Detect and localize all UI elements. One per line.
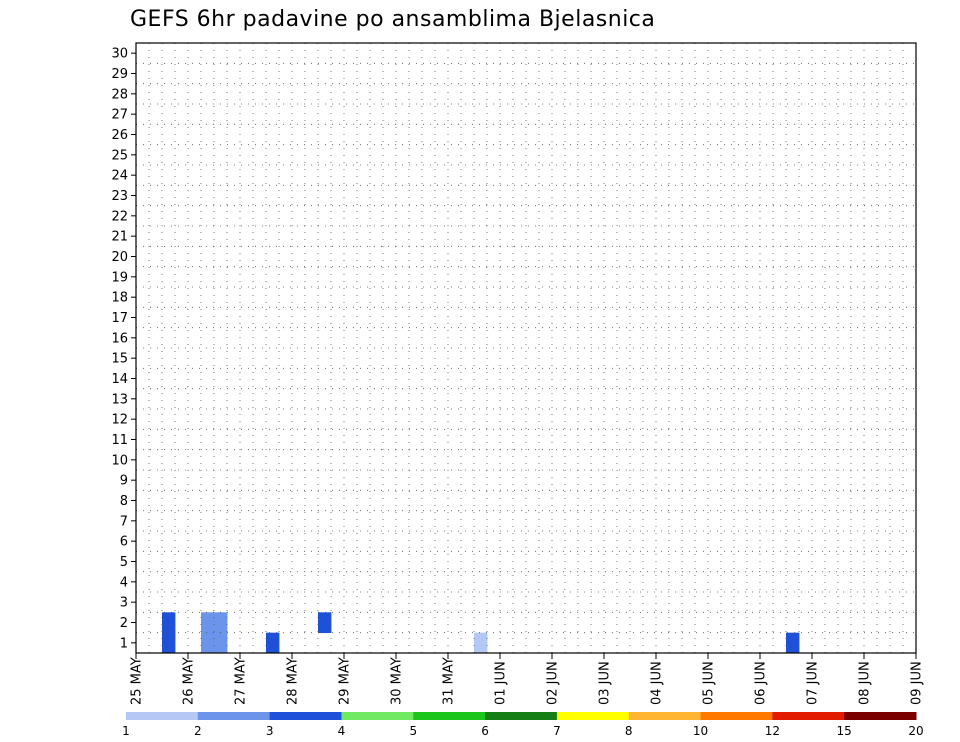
y-tick-label: 1 xyxy=(120,636,128,651)
x-tick-label: 25 MAY xyxy=(130,657,145,705)
y-axis: 1234567891011121314151617181920212223242… xyxy=(111,47,136,651)
heatmap-cell xyxy=(162,632,176,654)
x-tick-label: 02 JUN xyxy=(546,661,561,705)
colorbar-swatch xyxy=(413,712,486,720)
x-tick-label: 07 JUN xyxy=(806,661,821,705)
y-tick-label: 5 xyxy=(120,555,128,570)
heatmap-cell xyxy=(214,612,228,634)
heatmap-cell xyxy=(786,632,800,654)
y-tick-label: 9 xyxy=(120,474,128,489)
colorbar-label: 2 xyxy=(194,724,202,738)
heatmap-cell xyxy=(266,632,280,654)
y-tick-label: 16 xyxy=(111,331,128,346)
y-tick-label: 27 xyxy=(111,108,128,123)
y-tick-label: 8 xyxy=(120,494,128,509)
y-tick-label: 19 xyxy=(111,270,128,285)
y-tick-label: 4 xyxy=(120,575,128,590)
y-tick-label: 15 xyxy=(111,352,128,367)
x-tick-label: 27 MAY xyxy=(234,657,249,705)
x-tick-label: 28 MAY xyxy=(286,657,301,705)
colorbar-swatch xyxy=(844,712,917,720)
y-tick-label: 10 xyxy=(111,453,128,468)
y-tick-label: 25 xyxy=(111,148,128,163)
y-tick-label: 18 xyxy=(111,291,128,306)
grid-lines xyxy=(136,43,916,653)
colorbar-swatch xyxy=(197,712,271,720)
heatmap-cells xyxy=(162,612,800,654)
y-tick-label: 22 xyxy=(111,209,128,224)
x-tick-label: 01 JUN xyxy=(494,661,509,705)
heatmap-cell xyxy=(201,632,215,654)
x-tick-label: 05 JUN xyxy=(702,661,717,705)
x-tick-label: 26 MAY xyxy=(182,657,197,705)
colorbar-swatch xyxy=(485,712,558,720)
x-tick-label: 31 MAY xyxy=(442,657,457,705)
plot-frame xyxy=(135,42,917,654)
heatmap-cell xyxy=(214,632,228,654)
y-tick-label: 6 xyxy=(120,535,128,550)
colorbar-swatch xyxy=(269,712,342,720)
y-tick-label: 11 xyxy=(111,433,128,448)
x-tick-label: 03 JUN xyxy=(598,661,613,705)
colorbar-swatch xyxy=(556,712,630,720)
x-tick-label: 30 MAY xyxy=(390,657,405,705)
colorbar: 1 2 3 4 5 6 7 8 10 12 15 20 xyxy=(122,712,924,738)
colorbar-label: 12 xyxy=(765,724,780,738)
colorbar-label: 6 xyxy=(481,724,489,738)
y-tick-label: 23 xyxy=(111,189,128,204)
colorbar-label: 15 xyxy=(837,724,852,738)
colorbar-swatch xyxy=(341,712,414,720)
y-tick-label: 20 xyxy=(111,250,128,265)
heatmap-cell xyxy=(474,632,488,654)
x-tick-label: 09 JUN xyxy=(910,661,925,705)
x-tick-label: 29 MAY xyxy=(338,657,353,705)
x-tick-label: 04 JUN xyxy=(650,661,665,705)
y-tick-label: 29 xyxy=(111,67,128,82)
colorbar-swatch xyxy=(628,712,702,720)
colorbar-label: 3 xyxy=(266,724,274,738)
colorbar-swatch xyxy=(772,712,845,720)
colorbar-label: 1 xyxy=(122,724,130,738)
y-tick-label: 24 xyxy=(111,169,128,184)
colorbar-label: 5 xyxy=(409,724,417,738)
y-tick-label: 7 xyxy=(120,514,128,529)
colorbar-label: 20 xyxy=(908,724,923,738)
colorbar-label: 8 xyxy=(625,724,633,738)
y-tick-label: 30 xyxy=(111,47,128,62)
colorbar-label: 4 xyxy=(338,724,346,738)
colorbar-swatch xyxy=(700,712,773,720)
y-tick-label: 17 xyxy=(111,311,128,326)
colorbar-label: 10 xyxy=(693,724,708,738)
heatmap-cell xyxy=(201,612,215,634)
x-tick-label: 08 JUN xyxy=(858,661,873,705)
heatmap-cell xyxy=(318,612,332,634)
y-tick-label: 28 xyxy=(111,87,128,102)
colorbar-swatch xyxy=(126,712,199,720)
chart-title: GEFS 6hr padavine po ansamblima Bjelasni… xyxy=(130,7,655,32)
colorbar-label: 7 xyxy=(553,724,561,738)
y-tick-label: 14 xyxy=(111,372,128,387)
x-axis: 25 MAY 26 MAY 27 MAY 28 MAY 29 MAY 30 MAY 31 M… xyxy=(130,653,925,705)
x-tick-label: 06 JUN xyxy=(754,661,769,705)
y-tick-label: 2 xyxy=(120,616,128,631)
y-tick-label: 13 xyxy=(111,392,128,407)
heatmap-cell xyxy=(162,612,176,634)
y-tick-label: 26 xyxy=(111,128,128,143)
y-tick-label: 12 xyxy=(111,413,128,428)
y-tick-label: 3 xyxy=(120,596,128,611)
y-tick-label: 21 xyxy=(111,230,128,245)
